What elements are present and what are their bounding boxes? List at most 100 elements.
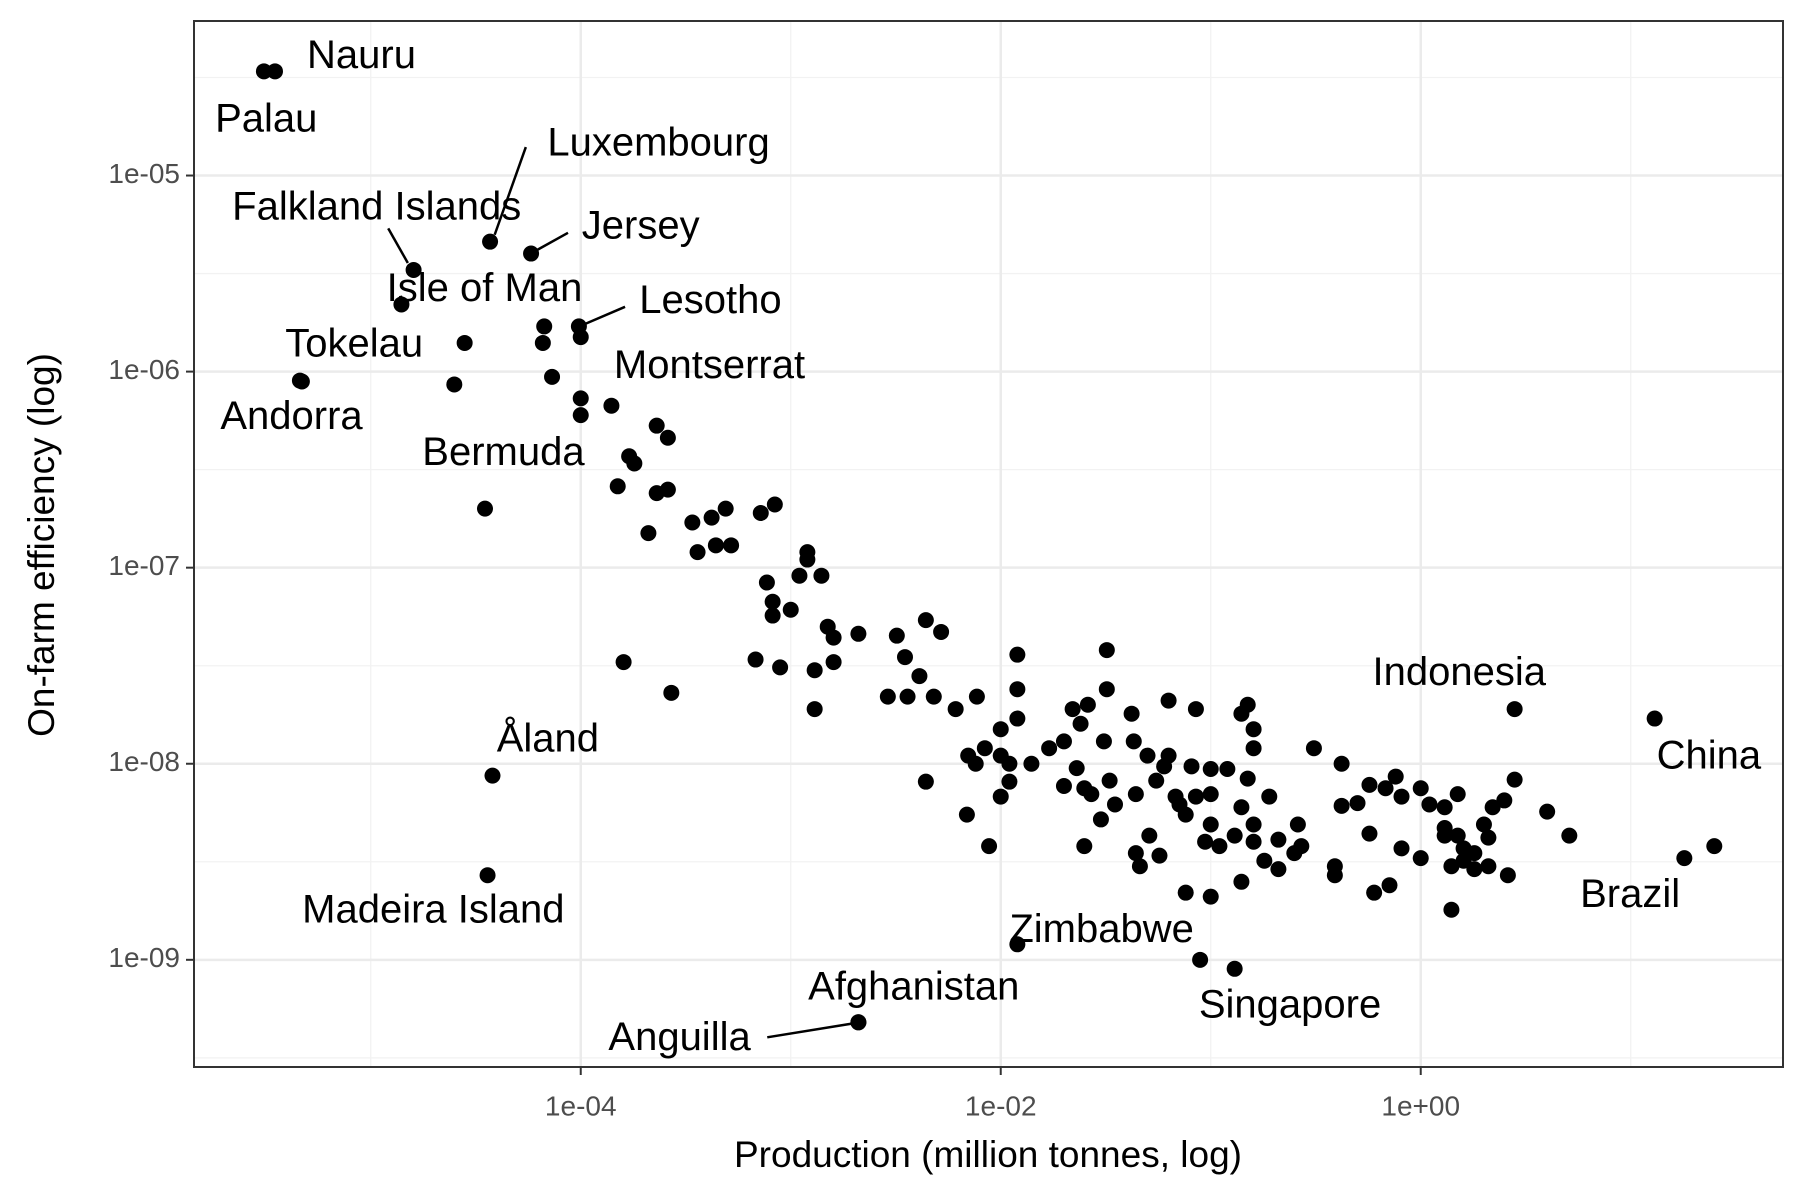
point	[1436, 820, 1453, 837]
label-leader	[536, 231, 569, 252]
point	[689, 544, 706, 561]
point	[1141, 827, 1158, 844]
point-label: Falkland Islands	[232, 184, 521, 228]
point	[1561, 827, 1578, 844]
point	[1083, 786, 1100, 803]
point	[446, 376, 463, 393]
point	[1449, 786, 1466, 803]
point	[1233, 873, 1250, 890]
point	[1289, 816, 1306, 833]
point	[1381, 877, 1398, 894]
point	[603, 397, 620, 414]
plot-background	[194, 21, 1783, 1067]
point-label: Palau	[215, 97, 317, 141]
point	[1127, 786, 1144, 803]
point	[476, 500, 493, 517]
point	[640, 525, 657, 542]
point	[1466, 845, 1483, 862]
point	[1095, 733, 1112, 750]
point-label: Tokelau	[285, 322, 423, 366]
point	[1009, 710, 1026, 727]
point	[758, 574, 775, 591]
y-axis-title: On-farm efficiency (log)	[21, 353, 62, 737]
point	[393, 296, 410, 313]
point	[899, 688, 916, 705]
point	[958, 806, 975, 823]
point	[806, 701, 823, 718]
point	[1106, 796, 1123, 813]
point	[1245, 740, 1262, 757]
point	[1148, 772, 1165, 789]
point	[405, 261, 422, 278]
point	[456, 334, 473, 351]
point	[764, 593, 781, 610]
point	[1197, 833, 1214, 850]
point	[1261, 788, 1278, 805]
point	[484, 767, 501, 784]
point	[1361, 776, 1378, 793]
point-label: Luxembourg	[547, 120, 769, 164]
point	[1123, 705, 1140, 722]
point	[799, 551, 816, 568]
x-tick-label: 1e+00	[1381, 1090, 1460, 1121]
point	[1239, 696, 1256, 713]
point	[523, 245, 540, 262]
point	[764, 607, 781, 624]
point	[782, 601, 799, 618]
point	[879, 688, 896, 705]
point	[1092, 811, 1109, 828]
point	[1023, 755, 1040, 772]
point	[1187, 701, 1204, 718]
point	[1001, 773, 1018, 790]
point	[1079, 696, 1096, 713]
point	[1449, 827, 1466, 844]
point	[1131, 858, 1148, 875]
point	[967, 755, 984, 772]
point	[1366, 884, 1383, 901]
point	[1270, 831, 1287, 848]
point	[947, 701, 964, 718]
point	[1475, 816, 1492, 833]
y-tick-label: 1e-06	[108, 354, 180, 385]
point	[1183, 758, 1200, 775]
point	[1506, 771, 1523, 788]
point	[1387, 768, 1404, 785]
label-leader	[767, 1022, 853, 1039]
point-label: Zimbabwe	[1009, 907, 1194, 951]
point	[1706, 838, 1723, 855]
point-label: Lesotho	[639, 278, 781, 322]
point	[663, 684, 680, 701]
point	[1270, 861, 1287, 878]
point	[1202, 761, 1219, 778]
point	[911, 668, 928, 685]
point	[1245, 721, 1262, 738]
point-label: Singapore	[1199, 982, 1381, 1026]
x-tick-label: 1e-04	[545, 1090, 617, 1121]
point	[1055, 777, 1072, 794]
point-label: Madeira Island	[302, 888, 564, 932]
point-label: Afghanistan	[808, 964, 1019, 1008]
point	[1127, 845, 1144, 862]
point	[479, 867, 496, 884]
point	[1101, 772, 1118, 789]
point	[1202, 816, 1219, 833]
point	[1177, 806, 1194, 823]
point	[1646, 710, 1663, 727]
point	[1125, 733, 1142, 750]
point	[615, 654, 632, 671]
label-leader	[493, 146, 528, 236]
point	[1177, 884, 1194, 901]
point	[482, 233, 499, 250]
point	[1443, 901, 1460, 918]
point	[684, 514, 701, 531]
x-tick-label: 1e-02	[965, 1090, 1037, 1121]
point	[1139, 747, 1156, 764]
point	[992, 788, 1009, 805]
series	[255, 63, 1693, 1031]
point	[1160, 747, 1177, 764]
point	[1480, 829, 1497, 846]
point	[572, 390, 589, 407]
point	[1499, 867, 1516, 884]
point	[1377, 780, 1394, 797]
